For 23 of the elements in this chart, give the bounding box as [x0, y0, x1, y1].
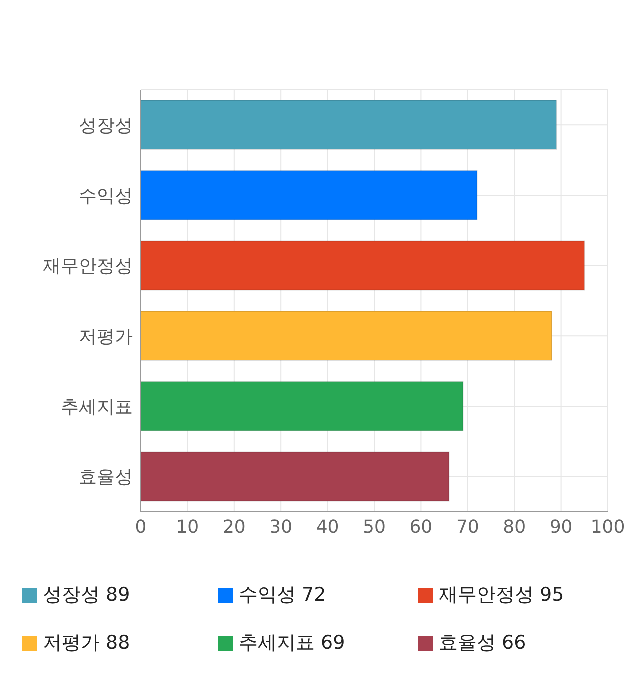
x-tick-label: 50: [363, 516, 386, 538]
legend-label: 추세지표 69: [239, 632, 346, 654]
x-tick-label: 10: [176, 516, 200, 538]
legend-label: 성장성 89: [43, 584, 130, 606]
legend-label: 재무안정성 95: [439, 584, 564, 606]
y-tick-label: 수익성: [79, 186, 133, 207]
x-tick-label: 100: [590, 516, 626, 538]
y-tick-label: 저평가: [79, 326, 133, 348]
legend-label: 효율성 66: [439, 632, 526, 654]
x-tick-label: 80: [503, 516, 526, 538]
x-tick-label: 60: [410, 516, 433, 538]
x-tick-label: 30: [270, 516, 293, 538]
legend-label: 수익성 72: [239, 584, 326, 606]
y-tick-label: 추세지표: [61, 396, 133, 418]
y-tick-label: 재무안정성: [43, 256, 133, 278]
legend-label: 저평가 88: [43, 632, 130, 654]
x-tick-label: 40: [316, 516, 340, 538]
x-tick-label: 20: [222, 516, 246, 538]
x-tick-label: 70: [456, 516, 480, 538]
x-tick-label: 90: [550, 516, 573, 538]
x-tick-label: 0: [135, 516, 147, 538]
y-tick-label: 성장성: [79, 116, 133, 137]
y-tick-label: 효율성: [79, 467, 133, 488]
